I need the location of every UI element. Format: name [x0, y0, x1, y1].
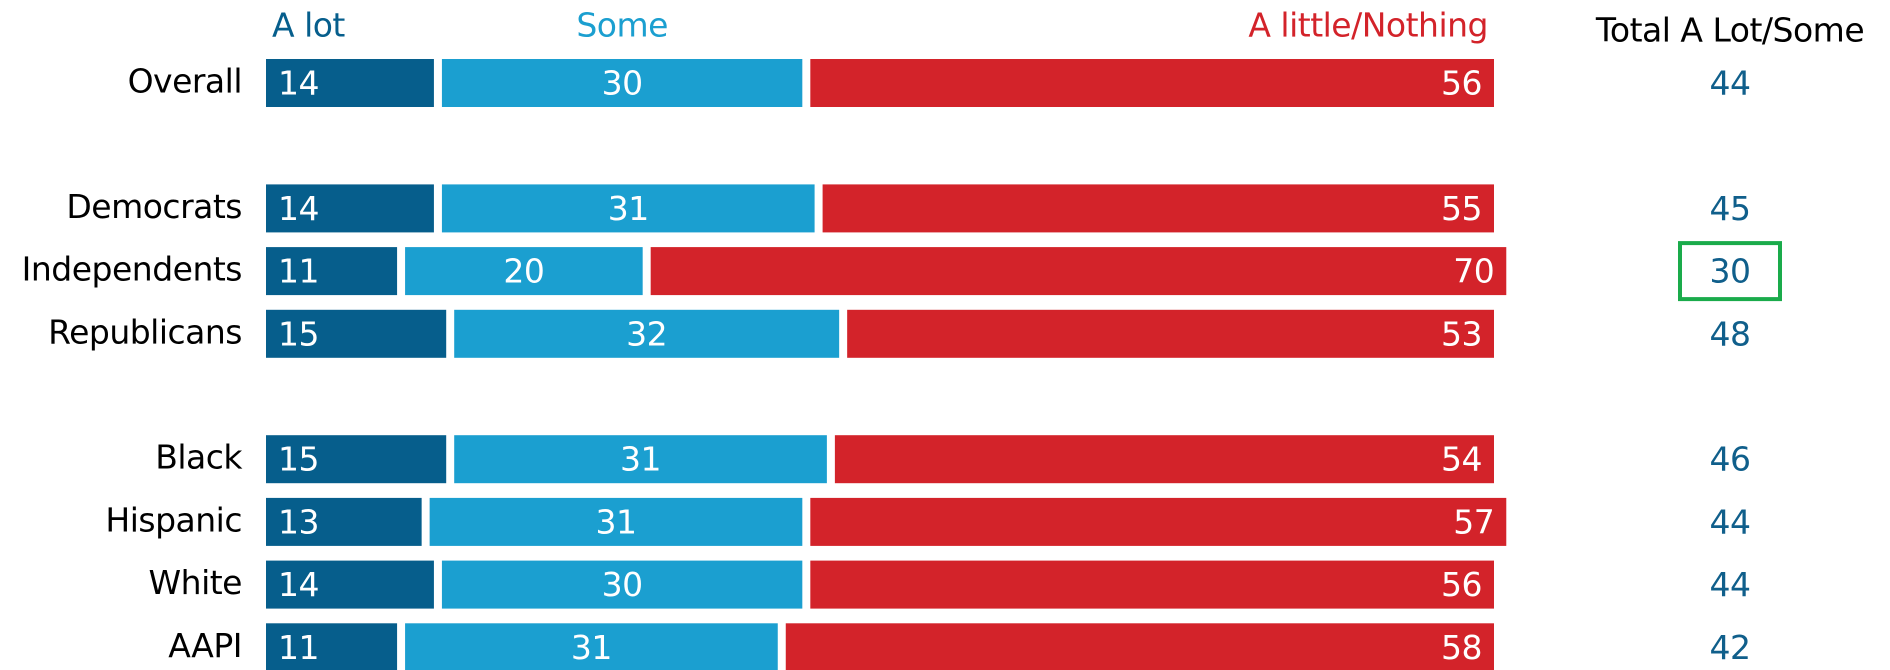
legend-label: A lot	[272, 6, 345, 45]
bar-segment	[441, 184, 815, 233]
bar-segment	[405, 247, 643, 296]
bar-segment	[266, 309, 447, 358]
bar-segment	[441, 560, 803, 609]
value-label: 15	[278, 314, 319, 353]
bar-segment	[266, 623, 398, 670]
bar-segment	[810, 560, 1494, 609]
bar-segment	[266, 497, 422, 546]
highlight-box	[1678, 241, 1782, 302]
legend-label: A little/Nothing	[1248, 6, 1488, 45]
value-label: 58	[1441, 628, 1482, 667]
value-label: 32	[626, 314, 667, 353]
value-label: 31	[595, 502, 636, 541]
total-label: 44	[1710, 565, 1751, 604]
value-label: 13	[278, 502, 319, 541]
value-label: 14	[278, 565, 319, 604]
bar-segment	[266, 247, 398, 296]
value-label: 31	[608, 189, 649, 228]
category-label: White	[149, 563, 242, 602]
bar-segment	[810, 497, 1507, 546]
category-label: Democrats	[66, 187, 242, 226]
bar-segment	[650, 247, 1507, 296]
value-label: 14	[278, 189, 319, 228]
category-label: Black	[155, 438, 243, 477]
value-label: 31	[571, 628, 612, 667]
value-label: 11	[278, 252, 319, 291]
value-label: 30	[602, 565, 643, 604]
value-label: 14	[278, 64, 319, 103]
total-label: 30	[1710, 252, 1751, 291]
category-label: Republicans	[48, 312, 242, 351]
bar-segment	[266, 59, 434, 107]
bar-segment	[785, 623, 1494, 670]
totals-header: Total A Lot/Some	[1595, 11, 1864, 50]
value-label: 11	[278, 628, 319, 667]
value-label: 15	[278, 440, 319, 479]
legend-label: Some	[576, 6, 668, 45]
total-label: 48	[1710, 314, 1751, 353]
bar-segment	[405, 623, 778, 670]
value-label: 56	[1441, 565, 1482, 604]
value-label: 53	[1441, 314, 1482, 353]
value-label: 31	[620, 440, 661, 479]
bar-segment	[454, 309, 840, 358]
bar-segment	[266, 184, 434, 233]
value-label: 55	[1441, 189, 1482, 228]
bar-segment	[810, 59, 1494, 107]
total-label: 45	[1710, 189, 1751, 228]
bar-segment	[441, 59, 803, 107]
bar-segment	[834, 435, 1494, 484]
category-label: Overall	[128, 62, 242, 101]
value-label: 70	[1453, 252, 1494, 291]
value-label: 20	[503, 252, 544, 291]
value-label: 54	[1441, 440, 1482, 479]
value-label: 57	[1453, 502, 1494, 541]
bar-segment	[454, 435, 827, 484]
bar-segment	[266, 435, 447, 484]
bar-segment	[266, 560, 434, 609]
total-label: 46	[1710, 440, 1751, 479]
value-label: 30	[602, 64, 643, 103]
category-label: Hispanic	[105, 500, 242, 539]
total-label: 44	[1710, 64, 1751, 103]
bar-segment	[847, 309, 1494, 358]
total-label: 42	[1710, 628, 1751, 667]
bar-segment	[822, 184, 1494, 233]
bar-segment	[429, 497, 803, 546]
total-label: 44	[1710, 502, 1751, 541]
category-label: AAPI	[168, 626, 242, 665]
value-label: 56	[1441, 64, 1482, 103]
category-label: Independents	[22, 250, 242, 289]
